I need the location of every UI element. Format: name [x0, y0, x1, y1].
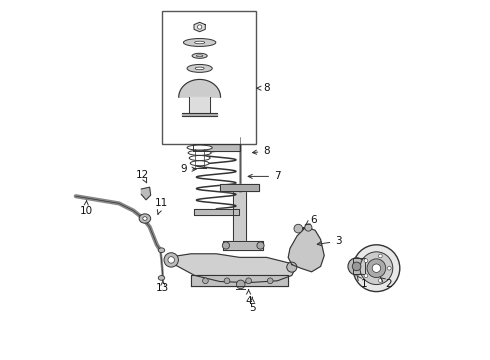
Circle shape: [268, 278, 273, 284]
Ellipse shape: [143, 217, 147, 220]
Polygon shape: [182, 113, 218, 116]
Polygon shape: [141, 187, 151, 200]
Polygon shape: [191, 275, 288, 286]
Polygon shape: [194, 209, 239, 215]
Circle shape: [378, 254, 382, 258]
Polygon shape: [168, 254, 295, 283]
Text: 6: 6: [305, 215, 317, 225]
Circle shape: [305, 224, 312, 231]
Text: 8: 8: [252, 146, 270, 156]
Circle shape: [378, 279, 382, 282]
Ellipse shape: [187, 64, 212, 72]
Ellipse shape: [158, 276, 165, 280]
Text: 9: 9: [180, 164, 196, 174]
Ellipse shape: [190, 161, 209, 166]
Circle shape: [257, 242, 264, 249]
Circle shape: [364, 274, 368, 278]
Circle shape: [224, 278, 230, 284]
Text: 7: 7: [248, 171, 281, 181]
Circle shape: [367, 259, 386, 278]
Circle shape: [294, 224, 303, 233]
Circle shape: [236, 280, 245, 289]
Bar: [162, 11, 256, 144]
Circle shape: [164, 253, 178, 267]
Polygon shape: [233, 191, 246, 241]
Polygon shape: [193, 144, 240, 151]
Ellipse shape: [158, 248, 165, 253]
Polygon shape: [288, 227, 324, 272]
Text: 4: 4: [245, 290, 252, 306]
Circle shape: [388, 266, 391, 270]
Circle shape: [360, 252, 393, 284]
Polygon shape: [223, 241, 263, 250]
Circle shape: [245, 278, 251, 284]
Polygon shape: [220, 184, 259, 191]
Text: 10: 10: [79, 200, 93, 216]
Polygon shape: [194, 22, 205, 32]
Text: 8: 8: [257, 83, 270, 93]
Text: 2: 2: [381, 278, 392, 289]
Circle shape: [348, 258, 365, 275]
Text: 11: 11: [155, 198, 168, 214]
Circle shape: [202, 278, 208, 284]
Text: 5: 5: [249, 297, 255, 313]
Text: 12: 12: [136, 170, 149, 183]
Ellipse shape: [195, 41, 205, 44]
Ellipse shape: [189, 156, 210, 161]
Circle shape: [353, 245, 400, 292]
Polygon shape: [353, 258, 365, 274]
Ellipse shape: [188, 150, 211, 156]
Circle shape: [352, 262, 361, 271]
Ellipse shape: [192, 53, 207, 58]
Ellipse shape: [187, 145, 212, 150]
Ellipse shape: [195, 67, 204, 70]
Circle shape: [197, 25, 202, 29]
Text: 13: 13: [156, 280, 170, 293]
Circle shape: [287, 262, 297, 272]
Circle shape: [222, 242, 229, 249]
Ellipse shape: [183, 39, 216, 46]
Ellipse shape: [139, 214, 151, 223]
Circle shape: [364, 259, 368, 262]
Circle shape: [372, 264, 381, 273]
Text: 1: 1: [357, 276, 367, 289]
Circle shape: [168, 257, 174, 263]
Polygon shape: [179, 80, 220, 97]
Polygon shape: [189, 97, 210, 113]
Ellipse shape: [196, 55, 203, 57]
Text: 3: 3: [317, 236, 342, 246]
